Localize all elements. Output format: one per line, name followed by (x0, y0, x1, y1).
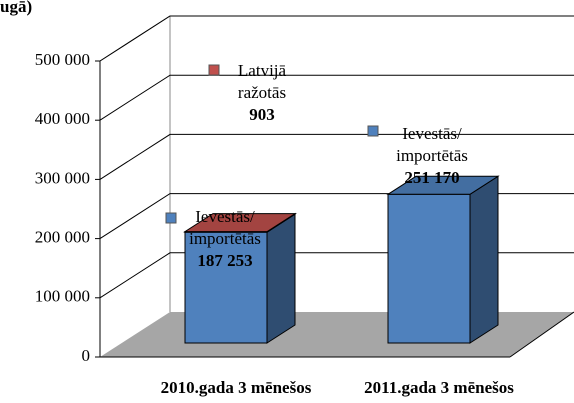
bar-front (387, 193, 471, 344)
series-name: Latvijā ražotās (238, 61, 287, 102)
y-tick-label: 100 000 (35, 287, 90, 306)
grid-line (99, 74, 574, 121)
x-tick-label: 2010.gada 3 mēnešos (161, 378, 312, 397)
x-tick-label: 2011.gada 3 mēnešos (364, 378, 514, 397)
bar (386, 175, 500, 344)
data-label: 903 (249, 105, 275, 124)
bar-side (266, 213, 296, 344)
floor (100, 312, 574, 357)
bar-top (183, 213, 297, 233)
bar-top (386, 175, 500, 195)
bar (183, 212, 297, 234)
back-wall (100, 16, 574, 357)
data-label: 187 253 (197, 251, 252, 270)
bar-front (184, 231, 268, 344)
chart-title: ugā) (0, 0, 32, 16)
floor-edge (509, 311, 574, 358)
grid-line (99, 133, 574, 180)
grid-line (99, 15, 574, 62)
data-label: 251 170 (404, 168, 459, 187)
legend-marker (367, 125, 379, 137)
y-tick-label: 500 000 (35, 50, 90, 69)
series-name: Ievestās/importētās (396, 124, 468, 165)
series-name: Ievestās/importētās (189, 207, 261, 248)
y-tick-label: 0 (82, 346, 91, 365)
y-tick-label: 200 000 (35, 228, 90, 247)
y-tick-label: 400 000 (35, 109, 90, 128)
y-tick-label: 300 000 (35, 168, 90, 187)
legend-marker (165, 212, 177, 224)
bar-side (469, 175, 499, 344)
legend-marker (208, 64, 220, 76)
